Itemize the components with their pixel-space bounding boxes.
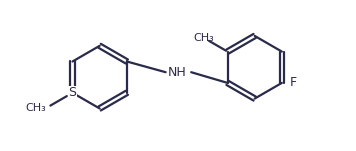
Text: CH₃: CH₃ xyxy=(25,103,46,113)
Text: NH: NH xyxy=(168,66,187,79)
Text: S: S xyxy=(68,86,77,99)
Text: F: F xyxy=(290,76,297,89)
Text: CH₃: CH₃ xyxy=(193,33,214,43)
